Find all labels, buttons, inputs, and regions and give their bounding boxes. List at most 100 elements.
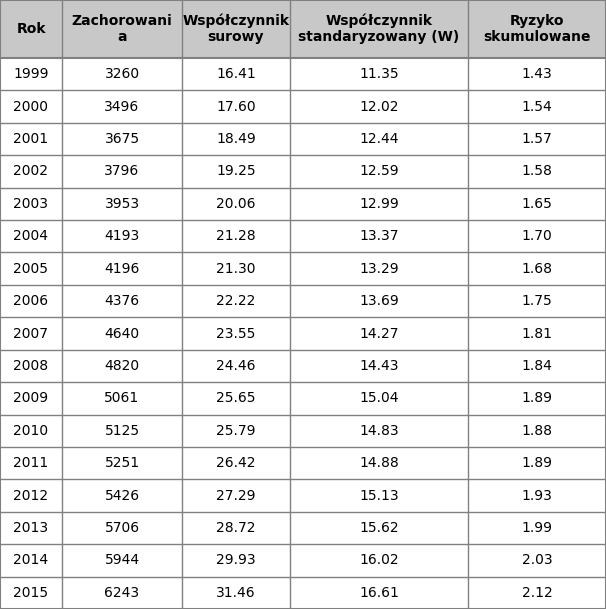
- Text: 1.54: 1.54: [522, 100, 553, 114]
- Text: 1.84: 1.84: [522, 359, 553, 373]
- Bar: [0, 512, 606, 544]
- Bar: [0, 479, 606, 512]
- Text: 12.44: 12.44: [359, 132, 399, 146]
- Text: 24.46: 24.46: [216, 359, 256, 373]
- Text: 11.35: 11.35: [359, 67, 399, 81]
- Text: 16.41: 16.41: [216, 67, 256, 81]
- Bar: [0, 220, 606, 253]
- Text: 21.28: 21.28: [216, 229, 256, 243]
- Text: 5944: 5944: [104, 554, 139, 568]
- Text: 31.46: 31.46: [216, 586, 256, 600]
- Text: 1.43: 1.43: [522, 67, 553, 81]
- Text: 29.93: 29.93: [216, 554, 256, 568]
- Text: 2007: 2007: [13, 326, 48, 340]
- Text: 5251: 5251: [104, 456, 139, 470]
- Bar: [0, 447, 606, 479]
- Text: Rok: Rok: [16, 22, 45, 36]
- Text: 1.81: 1.81: [522, 326, 553, 340]
- Text: 1.58: 1.58: [522, 164, 553, 178]
- Text: 18.49: 18.49: [216, 132, 256, 146]
- Text: 13.69: 13.69: [359, 294, 399, 308]
- Text: 2.12: 2.12: [522, 586, 553, 600]
- Bar: [0, 0, 606, 58]
- Text: 2009: 2009: [13, 392, 48, 406]
- Text: Współczynnik
standaryzowany (W): Współczynnik standaryzowany (W): [298, 13, 459, 44]
- Text: Współczynnik
surowy: Współczynnik surowy: [182, 13, 290, 44]
- Text: 6243: 6243: [104, 586, 139, 600]
- Text: 1.57: 1.57: [522, 132, 553, 146]
- Text: 2004: 2004: [13, 229, 48, 243]
- Bar: [0, 350, 606, 382]
- Text: 4820: 4820: [104, 359, 139, 373]
- Text: 23.55: 23.55: [216, 326, 256, 340]
- Bar: [0, 155, 606, 188]
- Text: 25.79: 25.79: [216, 424, 256, 438]
- Text: 2013: 2013: [13, 521, 48, 535]
- Text: 3796: 3796: [104, 164, 139, 178]
- Text: 5125: 5125: [104, 424, 139, 438]
- Text: 1.89: 1.89: [522, 456, 553, 470]
- Text: 4640: 4640: [104, 326, 139, 340]
- Text: 1.89: 1.89: [522, 392, 553, 406]
- Text: 13.29: 13.29: [359, 262, 399, 276]
- Text: Zachorowani
a: Zachorowani a: [72, 14, 172, 44]
- Text: 12.59: 12.59: [359, 164, 399, 178]
- Text: 21.30: 21.30: [216, 262, 256, 276]
- Text: 2010: 2010: [13, 424, 48, 438]
- Text: 14.27: 14.27: [359, 326, 399, 340]
- Text: 16.02: 16.02: [359, 554, 399, 568]
- Text: 25.65: 25.65: [216, 392, 256, 406]
- Text: 2012: 2012: [13, 488, 48, 502]
- Text: 27.29: 27.29: [216, 488, 256, 502]
- Text: 15.62: 15.62: [359, 521, 399, 535]
- Text: 2002: 2002: [13, 164, 48, 178]
- Text: 1.75: 1.75: [522, 294, 553, 308]
- Text: 5426: 5426: [104, 488, 139, 502]
- Text: 15.04: 15.04: [359, 392, 399, 406]
- Text: 2015: 2015: [13, 586, 48, 600]
- Bar: [0, 544, 606, 577]
- Text: 4196: 4196: [104, 262, 140, 276]
- Text: 1999: 1999: [13, 67, 48, 81]
- Text: 17.60: 17.60: [216, 100, 256, 114]
- Text: 2.03: 2.03: [522, 554, 552, 568]
- Text: 13.37: 13.37: [359, 229, 399, 243]
- Text: 2014: 2014: [13, 554, 48, 568]
- Text: 4193: 4193: [104, 229, 139, 243]
- Text: 2005: 2005: [13, 262, 48, 276]
- Bar: [0, 382, 606, 415]
- Bar: [0, 285, 606, 317]
- Text: 1.88: 1.88: [522, 424, 553, 438]
- Text: 28.72: 28.72: [216, 521, 256, 535]
- Text: 12.99: 12.99: [359, 197, 399, 211]
- Text: 20.06: 20.06: [216, 197, 256, 211]
- Text: 5061: 5061: [104, 392, 139, 406]
- Bar: [0, 58, 606, 90]
- Bar: [0, 317, 606, 350]
- Text: 1.93: 1.93: [522, 488, 553, 502]
- Bar: [0, 123, 606, 155]
- Bar: [0, 577, 606, 609]
- Text: 1.70: 1.70: [522, 229, 553, 243]
- Text: 3260: 3260: [104, 67, 139, 81]
- Bar: [0, 188, 606, 220]
- Text: 3496: 3496: [104, 100, 139, 114]
- Bar: [0, 90, 606, 123]
- Text: 2003: 2003: [13, 197, 48, 211]
- Text: 15.13: 15.13: [359, 488, 399, 502]
- Text: 1.68: 1.68: [522, 262, 553, 276]
- Text: 4376: 4376: [104, 294, 139, 308]
- Text: 1.99: 1.99: [522, 521, 553, 535]
- Text: 3675: 3675: [104, 132, 139, 146]
- Text: 5706: 5706: [104, 521, 139, 535]
- Text: 14.88: 14.88: [359, 456, 399, 470]
- Bar: [0, 415, 606, 447]
- Text: 14.83: 14.83: [359, 424, 399, 438]
- Text: 16.61: 16.61: [359, 586, 399, 600]
- Text: 22.22: 22.22: [216, 294, 256, 308]
- Text: 14.43: 14.43: [359, 359, 399, 373]
- Text: 2001: 2001: [13, 132, 48, 146]
- Text: 12.02: 12.02: [359, 100, 399, 114]
- Bar: [0, 253, 606, 285]
- Text: 2006: 2006: [13, 294, 48, 308]
